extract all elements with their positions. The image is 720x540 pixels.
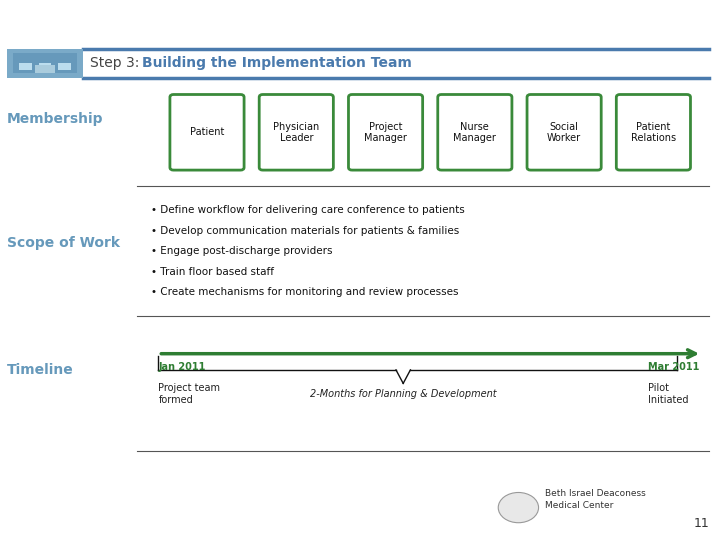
Bar xyxy=(39,63,51,70)
Text: 2-Months for Planning & Development: 2-Months for Planning & Development xyxy=(310,389,497,399)
FancyBboxPatch shape xyxy=(170,94,244,170)
Text: Project team
formed: Project team formed xyxy=(158,383,220,405)
Bar xyxy=(19,63,32,70)
Text: Scope of Work: Scope of Work xyxy=(7,236,120,250)
Text: Mar 2011: Mar 2011 xyxy=(648,362,699,372)
Text: • Engage post-discharge providers: • Engage post-discharge providers xyxy=(151,246,333,256)
Text: Nurse
Manager: Nurse Manager xyxy=(454,122,496,143)
Text: • Define workflow for delivering care conference to patients: • Define workflow for delivering care co… xyxy=(151,205,465,215)
FancyBboxPatch shape xyxy=(7,49,83,78)
FancyBboxPatch shape xyxy=(616,94,690,170)
Circle shape xyxy=(498,492,539,523)
Bar xyxy=(58,63,71,70)
Text: Pilot
Initiated: Pilot Initiated xyxy=(648,383,688,405)
Text: • Develop communication materials for patients & families: • Develop communication materials for pa… xyxy=(151,226,459,236)
Text: • Create mechanisms for monitoring and review processes: • Create mechanisms for monitoring and r… xyxy=(151,287,459,298)
Text: Jan 2011: Jan 2011 xyxy=(158,362,206,372)
Text: Project
Manager: Project Manager xyxy=(364,122,407,143)
FancyBboxPatch shape xyxy=(438,94,512,170)
Text: Timeline: Timeline xyxy=(7,363,74,377)
Text: Building the Implementation Team: Building the Implementation Team xyxy=(142,57,412,70)
Bar xyxy=(13,53,77,73)
FancyBboxPatch shape xyxy=(259,94,333,170)
Text: • Train floor based staff: • Train floor based staff xyxy=(151,267,274,277)
Text: Physician
Leader: Physician Leader xyxy=(273,122,320,143)
Text: Patient: Patient xyxy=(190,127,224,137)
Text: 11: 11 xyxy=(693,517,709,530)
Bar xyxy=(35,65,55,73)
Text: Patient
Relations: Patient Relations xyxy=(631,122,676,143)
FancyBboxPatch shape xyxy=(348,94,423,170)
Text: Beth Israel Deaconess
Medical Center: Beth Israel Deaconess Medical Center xyxy=(545,489,646,510)
FancyBboxPatch shape xyxy=(527,94,601,170)
Text: Step 3:: Step 3: xyxy=(90,57,148,70)
Text: Social
Worker: Social Worker xyxy=(547,122,581,143)
Text: Membership: Membership xyxy=(7,112,104,126)
